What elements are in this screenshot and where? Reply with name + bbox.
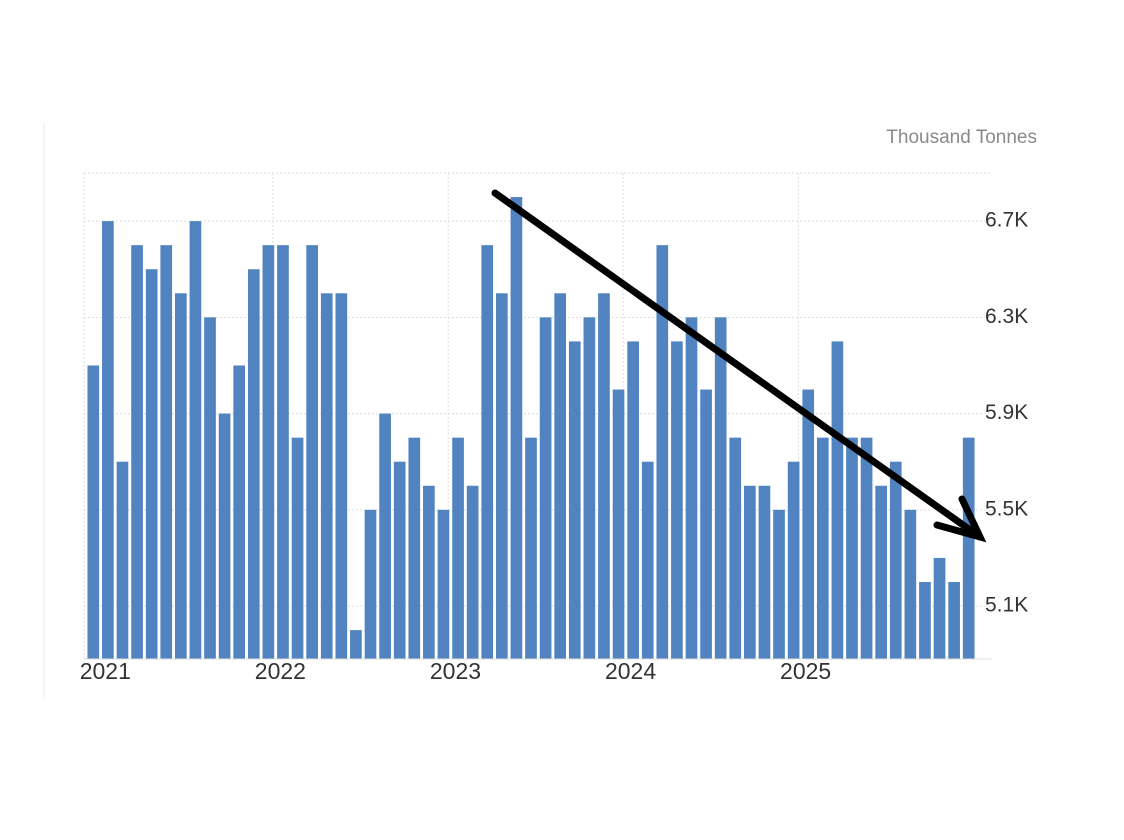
bar — [612, 389, 625, 659]
bar — [452, 437, 464, 659]
bar — [554, 293, 567, 659]
y-tick-label: 5.5K — [985, 497, 1028, 520]
bar — [189, 221, 202, 659]
x-tick-label: 2024 — [605, 658, 656, 684]
bar — [933, 557, 946, 659]
unit-label: Thousand Tonnes — [886, 127, 1037, 148]
bar — [131, 245, 143, 659]
bar — [495, 293, 508, 659]
bar — [860, 437, 873, 659]
bar — [291, 437, 304, 659]
bar — [889, 461, 902, 659]
bar — [87, 365, 100, 659]
bar — [247, 269, 260, 659]
bar — [379, 413, 391, 659]
bar — [598, 293, 610, 659]
bar — [787, 461, 800, 659]
bar — [539, 317, 552, 659]
bar — [773, 509, 785, 659]
bar — [904, 509, 917, 659]
bar — [700, 389, 712, 659]
bar — [408, 437, 421, 659]
bar — [218, 413, 231, 659]
bar — [831, 341, 844, 659]
bar — [525, 437, 537, 659]
bar — [568, 341, 581, 659]
bar — [466, 485, 479, 659]
bar — [948, 582, 960, 659]
bar — [204, 317, 216, 659]
bar — [160, 245, 173, 659]
bar — [437, 509, 450, 659]
bar — [758, 485, 771, 659]
bar — [233, 365, 246, 659]
bar — [875, 485, 887, 659]
bar — [656, 245, 669, 659]
bar — [277, 245, 289, 659]
bar — [744, 485, 756, 659]
bar — [423, 485, 435, 659]
bar — [846, 437, 858, 659]
x-tick-label: 2021 — [80, 658, 131, 684]
bar — [262, 245, 275, 659]
bar — [364, 509, 377, 659]
bar — [685, 317, 698, 659]
bar — [962, 437, 975, 659]
bar — [175, 293, 187, 659]
bar — [816, 437, 829, 659]
y-tick-label: 6.7K — [985, 209, 1028, 232]
bar — [802, 389, 815, 659]
bar — [116, 461, 129, 659]
bar — [583, 317, 596, 659]
bar — [627, 341, 639, 659]
bar — [919, 582, 931, 659]
bar — [335, 293, 348, 659]
bar — [306, 245, 318, 659]
bar — [510, 197, 523, 660]
bar — [481, 245, 494, 659]
y-tick-label: 5.1K — [985, 594, 1028, 617]
trend-arrow — [491, 189, 987, 543]
bar — [671, 341, 683, 659]
bar — [393, 461, 406, 659]
bar — [641, 461, 654, 659]
x-tick-label: 2025 — [780, 658, 831, 684]
bar — [320, 293, 333, 659]
bar — [102, 221, 114, 659]
y-tick-label: 5.9K — [985, 401, 1028, 424]
x-tick-label: 2023 — [430, 658, 481, 684]
bar — [350, 630, 362, 659]
y-tick-label: 6.3K — [985, 305, 1028, 328]
bar — [714, 317, 727, 659]
x-tick-label: 2022 — [255, 658, 306, 684]
bar — [729, 437, 742, 659]
bar — [145, 269, 158, 659]
